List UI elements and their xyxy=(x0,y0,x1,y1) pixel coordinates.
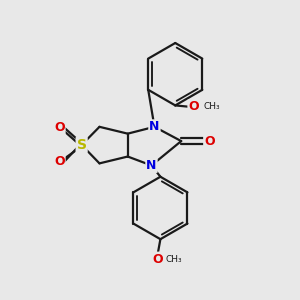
Text: O: O xyxy=(204,135,215,148)
Text: N: N xyxy=(149,120,160,133)
Text: O: O xyxy=(188,100,199,113)
Text: O: O xyxy=(152,253,163,266)
Text: N: N xyxy=(146,159,157,172)
Text: S: S xyxy=(76,138,87,152)
Text: O: O xyxy=(54,155,65,168)
Text: CH₃: CH₃ xyxy=(203,102,220,111)
Text: O: O xyxy=(54,121,65,134)
Text: CH₃: CH₃ xyxy=(166,255,182,264)
